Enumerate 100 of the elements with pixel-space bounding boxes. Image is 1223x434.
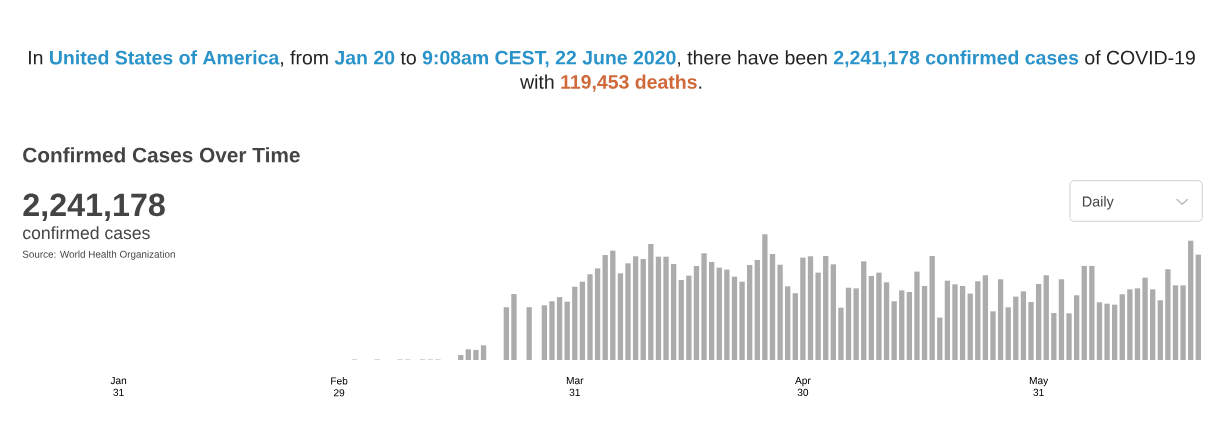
bar [1066, 313, 1072, 360]
bar [921, 285, 928, 360]
bar [1134, 288, 1141, 360]
bar [997, 279, 1004, 360]
bar [1013, 296, 1019, 360]
x-tick-label: Mar 31 [566, 377, 584, 396]
bar [952, 284, 958, 360]
bar [982, 275, 989, 360]
bar [891, 301, 897, 360]
bar [686, 275, 692, 360]
bar [632, 256, 639, 360]
bar [868, 276, 874, 360]
bar [1188, 240, 1194, 360]
bar [838, 307, 844, 360]
bar [1142, 277, 1148, 360]
bar [1043, 275, 1049, 360]
bar [815, 272, 821, 360]
bar [526, 307, 532, 360]
bar [929, 256, 935, 360]
x-tick-label: Apr 30 [795, 377, 811, 396]
chart-title: In United States of America, from Jan 20 to 9:08am CEST, 22 June 2020, there have been 2,241,178 confirmed cases of COVID-19 with 119,453 deaths. [29, 50, 1195, 92]
bar [579, 281, 586, 360]
bar [792, 293, 798, 360]
x-tick-label: May 31 [1029, 377, 1049, 396]
bar [944, 280, 951, 360]
bar [602, 255, 608, 360]
bar [693, 265, 700, 360]
bar [769, 254, 776, 360]
bar [1112, 304, 1118, 360]
bar [640, 259, 646, 360]
bar [678, 280, 684, 360]
bar [511, 293, 517, 360]
bar [967, 293, 973, 360]
x-tick-label: Jan 31 [110, 377, 127, 396]
bar [1051, 312, 1057, 360]
x-tick-label: Feb 29 [331, 377, 348, 397]
bar [861, 261, 867, 360]
bar [906, 291, 913, 360]
bar [1073, 295, 1080, 360]
bar [572, 286, 578, 360]
bar [663, 256, 669, 360]
bar [739, 281, 745, 360]
bar [990, 311, 996, 360]
bar [1180, 285, 1186, 360]
bar [541, 305, 548, 360]
bar [549, 301, 555, 360]
bar [594, 268, 601, 360]
bar [1150, 289, 1156, 360]
bar [625, 263, 631, 360]
bar [564, 301, 570, 360]
bar [830, 264, 836, 360]
bar [655, 256, 662, 360]
text: Daily [1082, 196, 1114, 210]
chart-subtitle: Confirmed Cases Over Time [23, 147, 300, 163]
bar [1081, 265, 1087, 360]
bar [556, 297, 563, 360]
bar [465, 349, 471, 360]
bar [587, 274, 593, 360]
bar [1172, 285, 1179, 360]
bar [1020, 291, 1027, 360]
bar [610, 250, 616, 360]
bar [777, 264, 783, 360]
text: 2,241,178 [23, 193, 165, 221]
bar [1089, 265, 1095, 360]
bar [1058, 279, 1065, 360]
bar [648, 243, 654, 360]
bar [1157, 300, 1163, 360]
bar [823, 256, 829, 360]
bar [762, 234, 768, 360]
bar [1096, 302, 1103, 360]
annotation: Source: World Health Organization [22, 250, 175, 260]
bar [458, 354, 464, 360]
bar [1028, 302, 1034, 360]
bar [747, 264, 753, 360]
bar [785, 286, 791, 360]
annotation: confirmed cases [23, 226, 150, 240]
bar [473, 349, 479, 360]
bar [617, 273, 624, 360]
bar [800, 257, 806, 360]
bar [914, 271, 920, 360]
bar [503, 307, 510, 360]
bar [701, 253, 707, 360]
bar [1195, 254, 1201, 360]
bar [975, 281, 981, 360]
bar [1165, 269, 1171, 360]
bar [480, 345, 487, 360]
bar [716, 267, 722, 360]
bar [709, 261, 715, 360]
bar [876, 272, 882, 360]
bar [937, 317, 943, 360]
bar [670, 263, 677, 360]
bar [754, 259, 760, 360]
bar [724, 269, 730, 360]
bar [883, 282, 890, 360]
bar [731, 276, 738, 360]
bar [1035, 283, 1042, 360]
bar [1005, 307, 1011, 360]
bar [853, 288, 859, 360]
bar [1104, 303, 1110, 360]
bar [959, 285, 966, 360]
